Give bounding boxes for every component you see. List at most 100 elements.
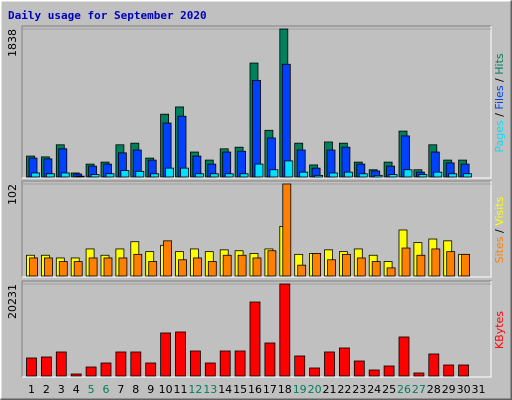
x-tick-label: 29 [442, 383, 456, 396]
bar [443, 364, 455, 377]
bar [403, 169, 413, 178]
x-tick-label: 17 [263, 383, 277, 396]
bar [433, 171, 443, 178]
bar [373, 174, 383, 178]
bar [58, 261, 68, 277]
bar [297, 264, 307, 277]
bar [371, 261, 381, 277]
bar [398, 336, 410, 377]
bar [368, 369, 380, 377]
legend: Pages / Files / Hits [493, 53, 506, 153]
bar [324, 351, 335, 377]
bar [269, 169, 279, 178]
legend-separator: / [493, 226, 506, 237]
bar [448, 173, 458, 178]
legend-separator: / [493, 110, 506, 121]
x-tick-label: 21 [323, 383, 337, 396]
bar [281, 63, 291, 178]
legend-entry: Pages [493, 120, 506, 153]
bar [329, 172, 338, 178]
bar [249, 301, 261, 377]
bar [60, 172, 70, 178]
bar [327, 259, 336, 277]
bar [41, 356, 52, 377]
bar [130, 351, 142, 377]
x-tick-label: 1 [28, 383, 35, 396]
bar [90, 174, 100, 178]
bar [463, 173, 473, 178]
bar [118, 257, 128, 277]
bar [219, 350, 231, 377]
legend-entry: Files [493, 85, 506, 109]
bar [401, 247, 411, 277]
x-tick-label: 22 [337, 383, 351, 396]
bar [192, 257, 202, 277]
bar [44, 257, 53, 277]
bar [413, 372, 425, 377]
bar [252, 79, 261, 178]
frame-bevel [22, 181, 492, 278]
chart-title: Daily usage for September 2020 [8, 9, 207, 22]
bar [160, 332, 172, 377]
bar [418, 174, 428, 178]
x-tick-label: 14 [218, 383, 232, 396]
x-tick-label: 13 [203, 383, 217, 396]
legend-entry: KBytes [493, 311, 506, 349]
bar [145, 362, 157, 377]
bar [388, 174, 398, 178]
bar [222, 151, 232, 178]
legend-entry: Visits [493, 196, 506, 225]
bar [237, 150, 247, 178]
bar [133, 253, 143, 277]
bar [75, 175, 85, 178]
bar [120, 170, 130, 178]
x-tick-label: 12 [188, 383, 202, 396]
bar [282, 183, 292, 277]
bar [314, 174, 324, 178]
bar [105, 173, 115, 178]
bar [252, 257, 262, 277]
x-tick-label: 16 [248, 383, 262, 396]
x-tick-label: 25 [382, 383, 396, 396]
bar [356, 257, 366, 277]
x-tick-label: 9 [147, 383, 154, 396]
y-tick-label: 20231 [6, 284, 19, 319]
bar [312, 253, 322, 277]
x-tick-label: 20 [308, 383, 322, 396]
bar [26, 357, 37, 377]
legend-entry: Sites [493, 236, 506, 263]
x-tick-label: 15 [233, 383, 247, 396]
legend-entry: Hits [493, 53, 506, 75]
bar [299, 171, 309, 178]
bar [178, 259, 187, 277]
bar [115, 351, 127, 377]
y-tick-label: 1838 [6, 29, 19, 57]
x-tick-label: 6 [103, 383, 110, 396]
bar [175, 331, 186, 377]
frame-bevel [22, 281, 492, 378]
bar [148, 261, 158, 277]
bar [85, 366, 97, 377]
bar [150, 173, 160, 178]
bar [358, 173, 368, 178]
bar [237, 254, 247, 277]
bar [461, 253, 471, 277]
bar [88, 257, 98, 277]
bar [458, 364, 470, 377]
bar [416, 254, 426, 277]
bar [180, 167, 189, 178]
bar [31, 172, 40, 178]
bar [386, 267, 396, 277]
bar [341, 253, 351, 277]
x-tick-label: 26 [397, 383, 411, 396]
bar [224, 173, 234, 178]
x-tick-label: 19 [293, 383, 307, 396]
bar [234, 350, 246, 377]
bar [267, 250, 277, 277]
bar [163, 240, 173, 277]
bar [165, 167, 175, 178]
x-tick-label: 30 [457, 383, 471, 396]
bar [46, 173, 55, 178]
legend: Sites / Visits [493, 196, 506, 263]
